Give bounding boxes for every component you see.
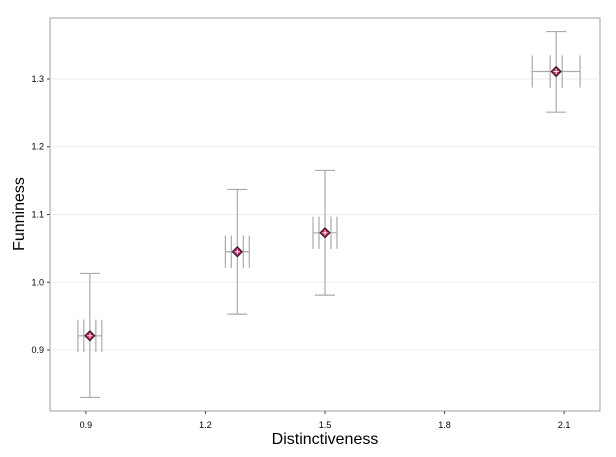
- x-tick-label: 1.5: [319, 420, 332, 430]
- x-tick-label: 1.8: [438, 420, 451, 430]
- x-tick-label: 0.9: [80, 420, 93, 430]
- x-axis-title: Distinctiveness: [272, 431, 379, 448]
- x-tick-label: 1.2: [199, 420, 212, 430]
- y-tick-label: 0.9: [31, 345, 44, 355]
- x-tick-label: 2.1: [558, 420, 571, 430]
- y-tick-label: 1.1: [31, 210, 44, 220]
- data-points: [84, 65, 562, 342]
- axis-ticks: 0.9 1.0 1.1 1.2 1.3 0.9 1.2 1.5 1.8 2.1: [31, 74, 570, 430]
- y-tick-label: 1.3: [31, 74, 44, 84]
- y-axis-title: Funniness: [11, 177, 28, 251]
- y-tick-label: 1.0: [31, 277, 44, 287]
- y-tick-label: 1.2: [31, 142, 44, 152]
